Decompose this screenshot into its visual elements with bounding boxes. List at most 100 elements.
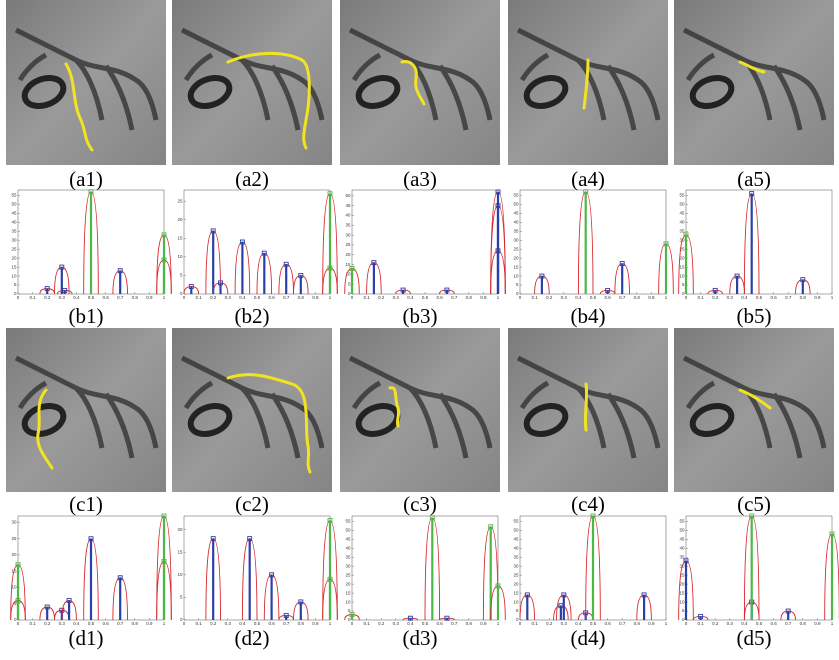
caption: (d3) xyxy=(403,626,438,650)
bar-marker xyxy=(349,612,355,618)
catheter-loop xyxy=(355,74,401,110)
bar-marker xyxy=(298,272,304,278)
x-tick-label: 0.2 xyxy=(378,621,385,626)
catheter-loop xyxy=(21,74,67,110)
caption: (c5) xyxy=(737,492,771,516)
y-tick-label: 50 xyxy=(513,202,519,207)
centerline xyxy=(738,60,766,74)
x-tick-label: 0.9 xyxy=(814,621,821,626)
x-tick-label: 0.9 xyxy=(648,621,655,626)
bar-marker xyxy=(800,277,806,283)
x-tick-label: 0.2 xyxy=(546,621,553,626)
persistence-curve xyxy=(658,243,674,295)
y-tick-label: 40 xyxy=(679,545,685,550)
x-tick-label: 0.4 xyxy=(741,621,748,626)
y-tick-label: 25 xyxy=(679,246,685,251)
y-tick-label: 35 xyxy=(679,228,685,233)
centerline xyxy=(738,388,772,410)
y-tick-label: 5 xyxy=(516,608,519,613)
y-tick-label: 55 xyxy=(11,193,17,198)
caption: (b2) xyxy=(235,304,270,328)
y-tick-label: 50 xyxy=(513,528,519,533)
y-tick-label: 15 xyxy=(679,264,685,269)
bar-marker xyxy=(590,513,596,519)
x-tick-label: 0 xyxy=(17,295,20,300)
y-tick-label: 25 xyxy=(177,198,183,203)
y-tick-label: 0 xyxy=(14,617,17,622)
bar-marker xyxy=(749,513,755,519)
centerline xyxy=(226,373,312,474)
caption: (d2) xyxy=(235,626,270,650)
persistence-curve xyxy=(424,517,441,621)
x-tick-label: 0.6 xyxy=(436,621,443,626)
y-tick-label: 20 xyxy=(177,217,183,222)
y-tick-label: 0 xyxy=(14,291,17,296)
x-tick-label: 1 xyxy=(497,295,500,300)
y-tick-label: 20 xyxy=(679,255,685,260)
x-tick-label: 0.8 xyxy=(132,621,139,626)
y-tick-label: 25 xyxy=(345,242,351,247)
y-tick-label: 20 xyxy=(513,581,519,586)
persistence-curve xyxy=(278,615,294,621)
persistence-curve xyxy=(212,282,229,295)
x-tick-label: 0 xyxy=(183,295,186,300)
y-tick-label: 35 xyxy=(345,554,351,559)
x-tick-label: 0.9 xyxy=(814,295,821,300)
y-tick-label: 15 xyxy=(345,590,351,595)
y-tick-label: 20 xyxy=(11,552,17,557)
y-tick-label: 0 xyxy=(180,617,183,622)
caption: (a1) xyxy=(69,167,103,191)
x-tick-label: 0.8 xyxy=(800,295,807,300)
y-tick-label: 45 xyxy=(345,536,351,541)
persistence-curve xyxy=(293,601,309,621)
bar-marker xyxy=(495,248,501,254)
x-tick-label: 0.4 xyxy=(73,621,80,626)
bar-marker xyxy=(161,232,167,238)
bar-marker xyxy=(407,615,413,621)
x-tick-label: 0.5 xyxy=(756,295,763,300)
y-tick-label: 15 xyxy=(513,590,519,595)
bar-marker xyxy=(371,260,377,266)
x-tick-label: 0.7 xyxy=(283,621,290,626)
x-tick-label: 1 xyxy=(665,621,668,626)
panel xyxy=(6,328,166,492)
y-tick-label: 35 xyxy=(345,223,351,228)
persistence-curve xyxy=(490,585,506,621)
x-tick-label: 0.1 xyxy=(195,621,202,626)
x-tick-label: 0.5 xyxy=(88,621,95,626)
bar-marker xyxy=(188,284,194,290)
vessel-tree xyxy=(516,27,661,131)
bar-marker xyxy=(495,189,501,195)
x-tick-label: 0.3 xyxy=(561,295,568,300)
x-tick-label: 0.1 xyxy=(363,295,370,300)
persistence-curve xyxy=(322,520,338,621)
caption: (a5) xyxy=(737,167,771,191)
vessel-tree xyxy=(348,355,493,459)
y-tick-label: 50 xyxy=(11,202,17,207)
bar-marker xyxy=(327,191,333,197)
x-tick-label: 1 xyxy=(163,295,166,300)
bar-marker xyxy=(269,572,275,578)
y-tick-label: 5 xyxy=(682,608,685,613)
x-tick-label: 0.4 xyxy=(407,295,414,300)
y-tick-label: 30 xyxy=(513,237,519,242)
x-tick-label: 0.6 xyxy=(770,621,777,626)
x-tick-label: 0.2 xyxy=(44,295,51,300)
y-tick-label: 5 xyxy=(682,282,685,287)
vessel-tree xyxy=(682,355,827,459)
panel: 0 5 10 15 20 25 0 0.1 0.2 0.3 0.4 0.5 0.6 0.7 0.8 0.9 1 xyxy=(177,189,338,300)
vessel-tree xyxy=(180,355,325,459)
x-tick-label: 0.9 xyxy=(312,621,319,626)
vessel-tree xyxy=(14,355,159,459)
panel xyxy=(508,328,668,492)
x-tick-label: 0.3 xyxy=(59,295,66,300)
y-tick-label: 50 xyxy=(345,528,351,533)
bar-marker xyxy=(619,261,625,266)
bar-marker xyxy=(283,613,289,618)
x-tick-label: 0.3 xyxy=(727,621,734,626)
y-tick-label: 10 xyxy=(177,572,183,577)
x-tick-label: 1 xyxy=(329,621,332,626)
x-tick-label: 0.5 xyxy=(590,621,597,626)
